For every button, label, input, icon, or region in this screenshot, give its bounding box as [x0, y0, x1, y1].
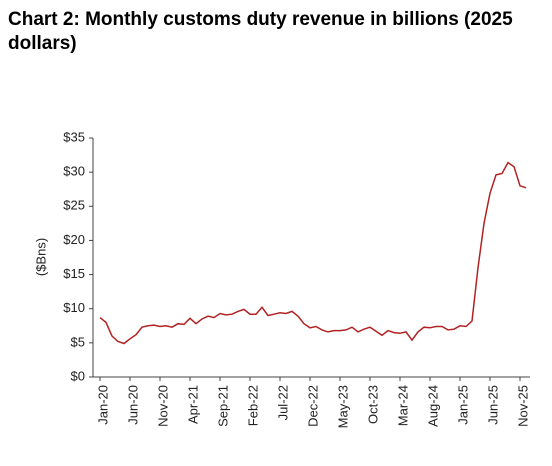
x-tick-label: Mar-24: [395, 385, 410, 426]
x-tick-label: Jul-22: [275, 385, 290, 420]
chart-title: Chart 2: Monthly customs duty revenue in…: [8, 9, 513, 54]
x-tick-label: Jan-25: [455, 385, 470, 425]
x-tick-label: Jan-20: [95, 385, 110, 425]
y-tick-label: $25: [63, 198, 85, 213]
x-tick-label: Jun-25: [485, 385, 500, 425]
x-tick-label: Nov-25: [515, 385, 530, 427]
x-tick-label: Nov-20: [155, 385, 170, 427]
y-tick-label: $20: [63, 232, 85, 247]
y-tick-label: $5: [71, 334, 85, 349]
y-tick-label: $35: [63, 129, 85, 144]
x-tick-label: Feb-22: [245, 385, 260, 426]
y-tick-label: $10: [63, 300, 85, 315]
x-tick-label: Jun-20: [125, 385, 140, 425]
x-tick-label: Sep-21: [215, 385, 230, 427]
y-tick-label: $30: [63, 164, 85, 179]
x-tick-label: Apr-21: [185, 385, 200, 424]
y-axis-label: ($Bns): [33, 238, 48, 276]
x-tick-label: Aug-24: [425, 385, 440, 427]
y-tick-label: $0: [71, 368, 85, 383]
x-tick-label: Dec-22: [305, 385, 320, 427]
data-line: [99, 161, 527, 345]
x-tick-label: May-23: [335, 385, 350, 428]
x-tick-label: Oct-23: [365, 385, 380, 424]
y-tick-label: $15: [63, 266, 85, 281]
